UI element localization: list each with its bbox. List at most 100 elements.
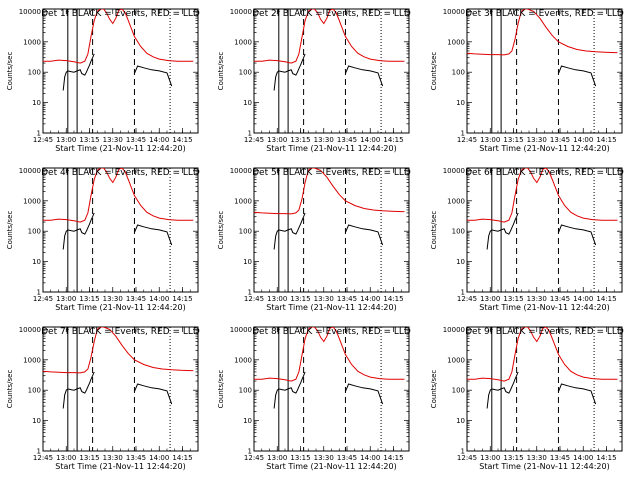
plot-frame [466,8,623,134]
panel-4: 1 10 100 1000 10000 12:45 13:00 13:15 13:30 13:45… [6,167,200,312]
panel-title: Det 2f BLACK = Events, RED = LLD [252,9,411,19]
x-tick-label: 13:45 [550,295,570,303]
y-tick-label: 10000 [443,326,465,334]
x-tick-label: 14:15 [383,454,403,462]
y-tick-label: 10000 [443,167,465,175]
x-tick-label: 14:15 [383,136,403,144]
y-tick-label: 10 [243,417,252,425]
plot-area [467,168,618,292]
x-tick-label: 12:45 [33,136,53,144]
x-tick-label: 13:30 [314,454,334,462]
x-tick-label: 13:15 [290,295,310,303]
panel-9: 1 10 100 1000 10000 12:45 13:00 13:15 13:30 13:45… [430,326,624,471]
plot-area [467,327,618,451]
y-tick-label: 10 [456,417,465,425]
x-axis-label: Start Time (21-Nov-11 12:44:20) [266,462,396,471]
y-tick-label: 10 [32,99,41,107]
x-tick-label: 13:45 [337,454,357,462]
y-tick-label: 10000 [19,167,41,175]
x-tick-label: 12:45 [457,454,477,462]
y-tick-label: 10000 [443,8,465,16]
y-tick-label: 1000 [234,38,252,46]
plot-area [254,9,405,133]
x-tick-label: 13:30 [314,295,334,303]
lld-series-line [467,327,618,382]
y-tick-label: 1 [461,289,465,297]
x-tick-label: 13:45 [550,454,570,462]
lld-series-line [467,9,618,56]
x-axis-label: Start Time (21-Nov-11 12:44:20) [55,462,185,471]
panel-title: Det 6f BLACK = Events, RED = LLD [465,168,624,178]
events-series-line [133,224,173,246]
events-series-line [62,212,95,250]
x-tick-label: 14:00 [149,454,169,462]
lld-series-line [43,9,194,64]
y-tick-label: 1000 [234,356,252,364]
x-tick-label: 12:45 [244,454,264,462]
x-tick-label: 12:45 [244,295,264,303]
plot-area [254,168,405,292]
y-tick-label: 10000 [230,326,252,334]
plot-frame [42,326,199,452]
x-tick-label: 13:15 [503,295,523,303]
panel-title: Det 3f BLACK = Events, RED = LLD [465,9,624,19]
y-tick-label: 100 [452,69,465,77]
x-tick-label: 13:30 [527,136,547,144]
y-tick-label: 100 [239,387,252,395]
y-axis-label: Counts/sec [430,370,438,409]
x-tick-label: 13:30 [527,295,547,303]
plot-frame [253,8,410,134]
y-tick-label: 1000 [23,356,41,364]
panel-title: Det 4f BLACK = Events, RED = LLD [41,168,200,178]
x-tick-label: 13:30 [314,136,334,144]
events-series-line [486,371,519,409]
lld-series-line [43,168,194,223]
panel-title: Det 5f BLACK = Events, RED = LLD [252,168,411,178]
x-tick-label: 13:45 [126,454,146,462]
x-tick-label: 13:00 [56,454,76,462]
lld-series-line [254,327,405,382]
panel-title: Det 7f BLACK = Events, RED = LLD [41,327,200,337]
y-tick-label: 1 [248,448,252,456]
panel-5: 1 10 100 1000 10000 12:45 13:00 13:15 13:30 13:45… [217,167,411,312]
plot-area [467,9,618,133]
y-tick-label: 10 [243,99,252,107]
x-tick-label: 14:15 [172,295,192,303]
x-axis-label: Start Time (21-Nov-11 12:44:20) [479,462,609,471]
x-tick-label: 13:15 [290,136,310,144]
x-tick-label: 14:00 [149,295,169,303]
plot-frame [42,8,199,134]
x-tick-label: 13:30 [103,454,123,462]
events-series-line [62,53,95,91]
y-axis-label: Counts/sec [217,211,225,250]
y-tick-label: 100 [239,69,252,77]
plot-area [43,9,194,133]
x-axis-label: Start Time (21-Nov-11 12:44:20) [55,303,185,312]
y-tick-label: 1000 [447,38,465,46]
x-tick-label: 12:45 [33,295,53,303]
events-series-line [62,371,95,409]
plot-frame [253,326,410,452]
y-tick-label: 100 [28,228,41,236]
x-axis-label: Start Time (21-Nov-11 12:44:20) [479,303,609,312]
panel-2: 1 10 100 1000 10000 12:45 13:00 13:15 13:30 13:45… [217,8,411,153]
lld-series-line [254,168,405,215]
x-tick-label: 13:00 [267,454,287,462]
y-axis-label: Counts/sec [6,52,14,91]
x-tick-label: 13:00 [56,136,76,144]
y-tick-label: 1 [37,448,41,456]
y-tick-label: 1000 [447,356,465,364]
x-axis-label: Start Time (21-Nov-11 12:44:20) [479,144,609,153]
x-tick-label: 13:15 [290,454,310,462]
lld-series-line [467,168,618,223]
x-tick-label: 14:15 [596,454,616,462]
events-series-line [273,212,306,250]
y-tick-label: 10000 [230,167,252,175]
x-tick-label: 14:00 [360,136,380,144]
x-tick-label: 14:15 [596,136,616,144]
x-tick-label: 14:15 [172,454,192,462]
plot-frame [253,167,410,293]
events-series-line [273,371,306,409]
y-tick-label: 1000 [23,38,41,46]
